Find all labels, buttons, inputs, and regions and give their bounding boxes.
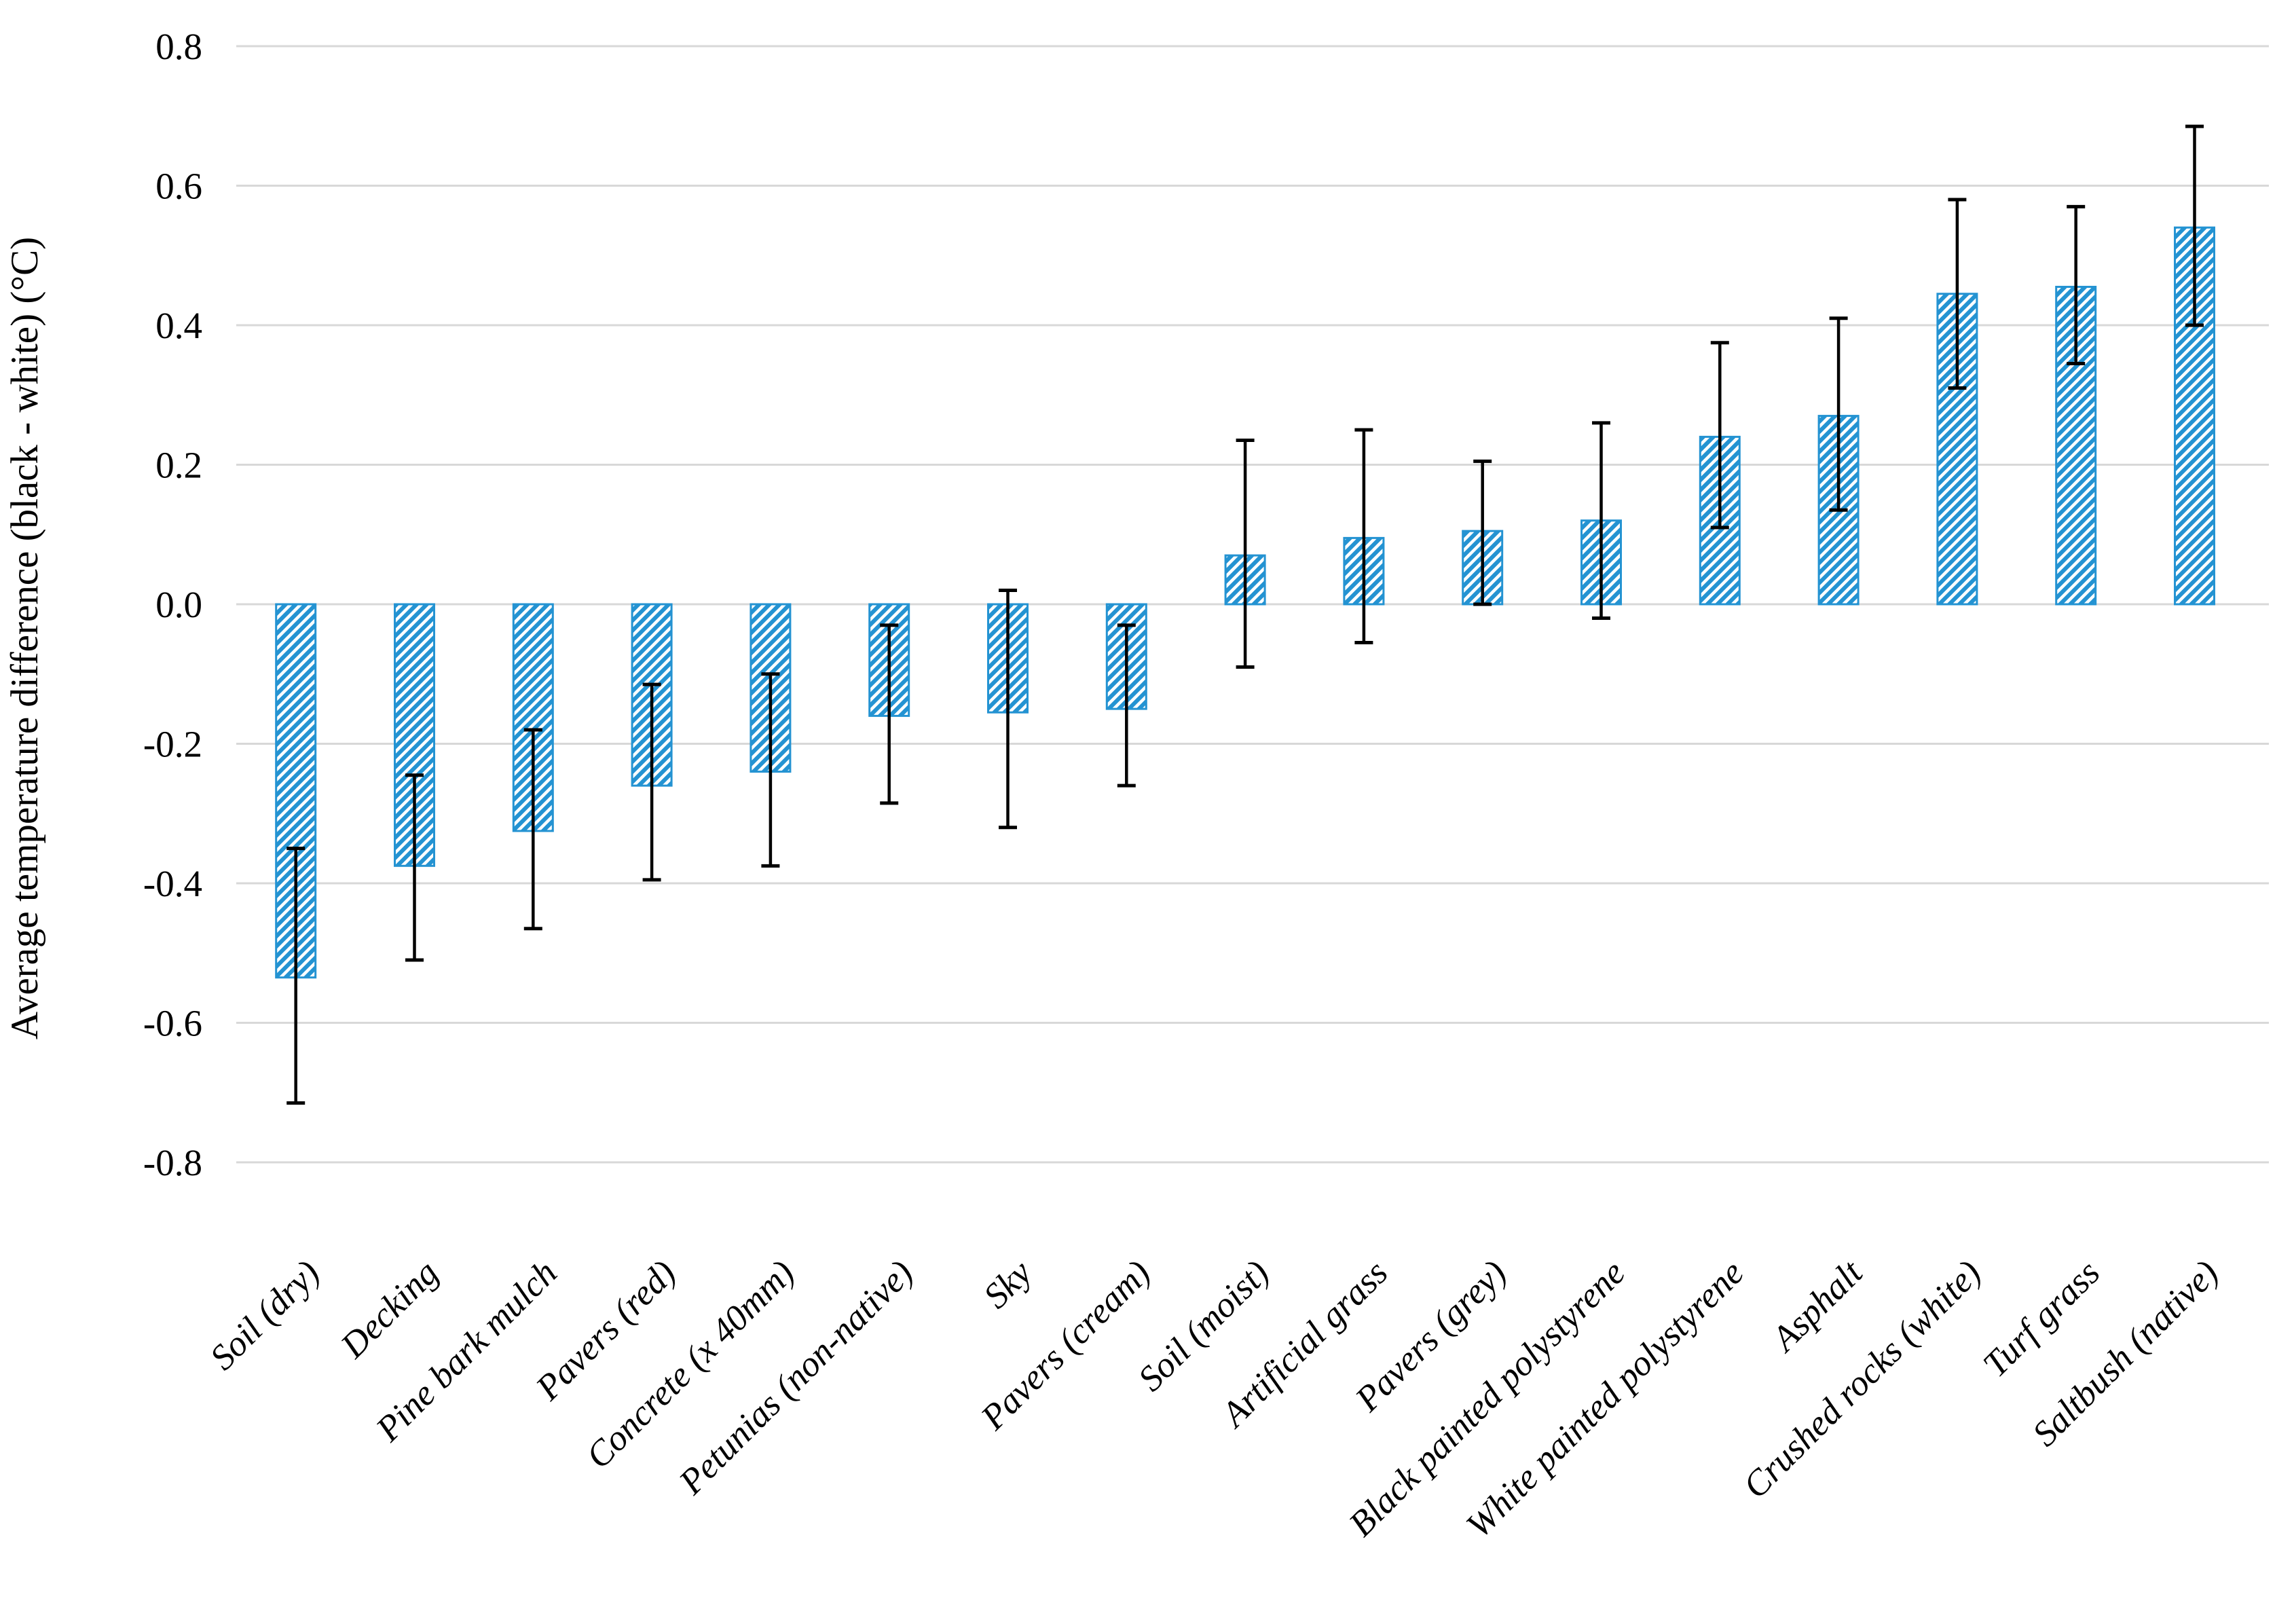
y-axis-tick-labels: 0.8 0.6 0.4 0.2 0.0 -0.2 -0.4 -0.6 -0.8 <box>143 26 202 1183</box>
y-axis-tick-label: 0.0 <box>155 584 202 625</box>
y-axis-tick-label: -0.8 <box>143 1142 202 1183</box>
y-axis-tick-label: -0.6 <box>143 1003 202 1044</box>
error-bar <box>286 847 306 1105</box>
y-axis-tick-label: 0.8 <box>155 26 202 67</box>
error-bar <box>1117 623 1136 788</box>
y-axis-title-group: Average temperature difference (black - … <box>3 237 46 1039</box>
error-bar <box>1354 428 1373 645</box>
error-bar <box>1236 439 1255 669</box>
error-bar <box>2067 204 2086 366</box>
y-axis-tick-label: -0.2 <box>143 724 202 765</box>
error-bar <box>999 588 1017 830</box>
x-axis-category-label: Crushed rocks (white) <box>1736 1253 1989 1506</box>
error-bar <box>1948 198 1967 390</box>
x-axis-category-label: Soil (dry) <box>203 1253 328 1378</box>
y-axis-tick-label: 0.6 <box>155 166 202 207</box>
error-bar <box>761 672 780 868</box>
error-bar <box>1710 341 1729 530</box>
error-bar <box>1592 421 1610 621</box>
error-bar <box>1473 459 1492 606</box>
error-bar <box>2185 124 2204 327</box>
error-bars-group <box>286 124 2204 1105</box>
x-axis-category-label: Concrete (x 40mm) <box>578 1253 802 1476</box>
y-axis-title: Average temperature difference (black - … <box>3 237 46 1039</box>
y-axis-tick-label: -0.4 <box>143 863 202 904</box>
y-axis-tick-label: 0.4 <box>155 305 202 346</box>
error-bar <box>642 682 661 882</box>
error-bar <box>880 623 899 805</box>
x-axis-category-label: Decking <box>333 1253 446 1366</box>
x-axis-category-label: Petunias (non-native) <box>671 1253 921 1502</box>
x-axis-category-label: Sky <box>976 1253 1039 1316</box>
x-axis-category-label: Asphalt <box>1763 1253 1871 1361</box>
error-bar <box>1829 316 1848 512</box>
y-axis-tick-label: 0.2 <box>155 445 202 486</box>
error-bar <box>405 773 424 962</box>
error-bar <box>523 728 542 931</box>
bars-group <box>275 226 2215 979</box>
